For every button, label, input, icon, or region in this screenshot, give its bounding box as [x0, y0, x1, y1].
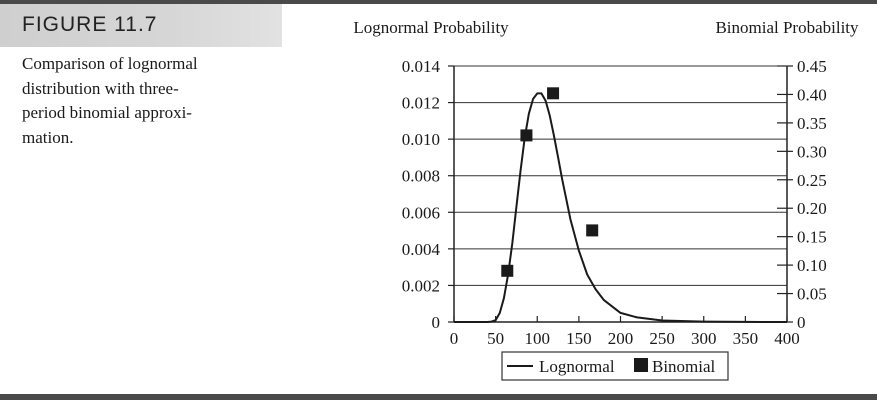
left-tick-label: 0: [432, 313, 441, 332]
left-tick-label: 0.014: [402, 57, 441, 76]
right-axis-title: Binomial Probability: [715, 18, 859, 37]
right-tick-label: 0.25: [797, 171, 827, 190]
right-tick-label: 0.10: [797, 256, 827, 275]
right-tick-label: 0: [797, 313, 806, 332]
left-tick-label: 0.008: [402, 167, 440, 186]
top-rule: [0, 0, 877, 4]
left-axis-title: Lognormal Probability: [353, 18, 509, 37]
legend-box: [501, 351, 729, 381]
left-tick-label: 0.012: [402, 94, 440, 113]
figure-caption: Comparison of lognormal distribution wit…: [22, 52, 252, 150]
x-tick-label: 150: [566, 329, 592, 348]
x-tick-label: 50: [487, 329, 504, 348]
left-tick-label: 0.010: [402, 130, 440, 149]
x-tick-label: 200: [608, 329, 634, 348]
x-tick-label: 300: [691, 329, 717, 348]
binomial-point: [586, 224, 599, 237]
figure-label-box: FIGURE 11.7: [0, 4, 282, 47]
right-tick-label: 0.45: [797, 57, 827, 76]
right-tick-label: 0.40: [797, 85, 827, 104]
right-tick-label: 0.15: [797, 228, 827, 247]
right-tick-label: 0.30: [797, 142, 827, 161]
right-tick-label: 0.05: [797, 285, 827, 304]
x-tick-label: 0: [450, 329, 459, 348]
bottom-rule: [0, 394, 877, 400]
caption-line: distribution with three-: [22, 78, 179, 98]
x-tick-label: 350: [733, 329, 759, 348]
binomial-point: [547, 87, 560, 100]
legend-square-swatch: [634, 358, 648, 372]
right-tick-label: 0.20: [797, 199, 827, 218]
left-tick-label: 0.002: [402, 276, 440, 295]
caption-line: mation.: [22, 127, 74, 147]
x-tick-label: 250: [649, 329, 675, 348]
caption-line: period binomial approxi-: [22, 103, 192, 122]
x-tick-label: 100: [525, 329, 551, 348]
figure-label: FIGURE 11.7: [22, 13, 158, 36]
binomial-point: [501, 264, 514, 277]
caption-line: Comparison of lognormal: [22, 54, 198, 73]
legend-label-lognormal: Lognormal: [539, 357, 615, 376]
left-tick-label: 0.004: [402, 240, 441, 259]
legend-label-binomial: Binomial: [652, 357, 716, 376]
binomial-point: [520, 129, 533, 142]
lognormal-curve: [454, 92, 788, 323]
right-tick-label: 0.35: [797, 114, 827, 133]
legend: Lognormal Binomial: [501, 351, 729, 381]
x-tick-label: 400: [774, 329, 800, 348]
left-tick-label: 0.006: [402, 203, 440, 222]
